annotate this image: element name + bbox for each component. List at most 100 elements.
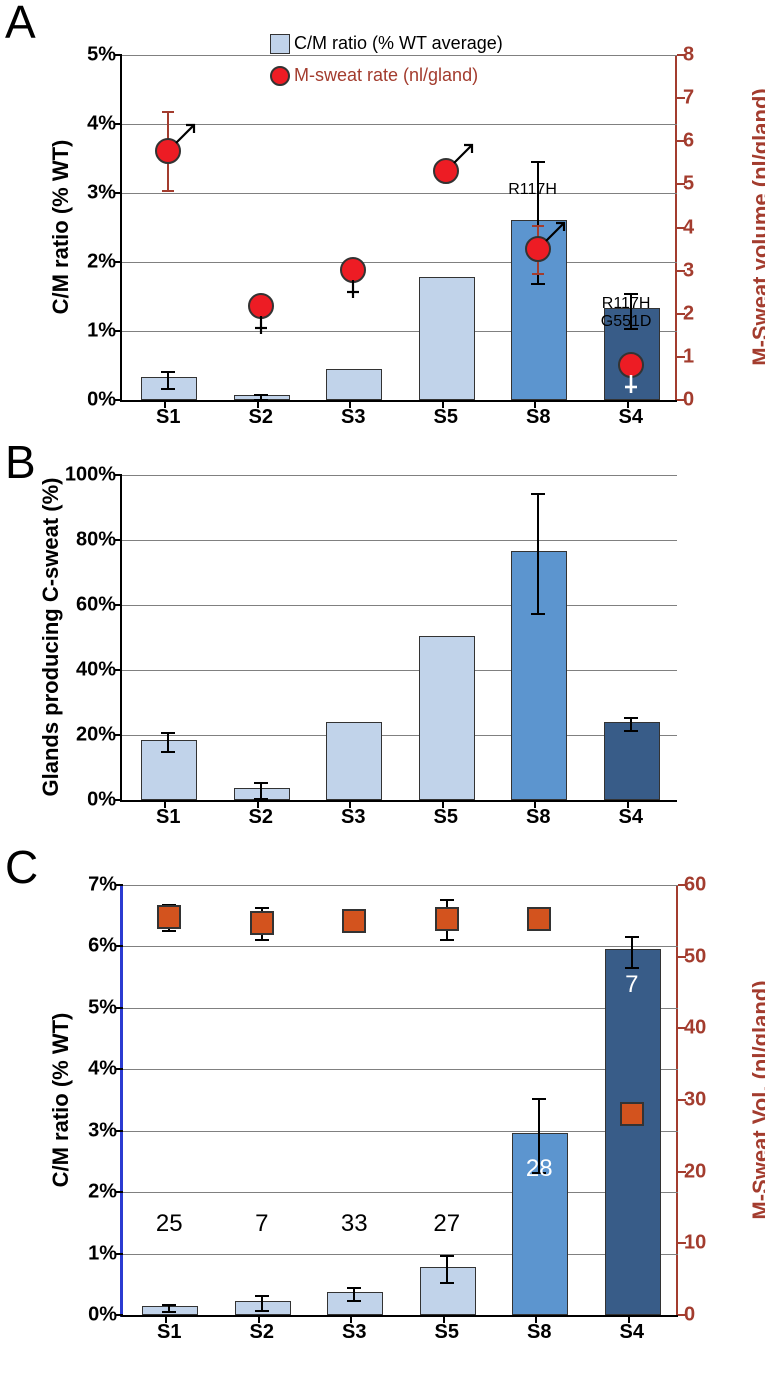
- error-cap: [162, 1304, 176, 1306]
- y2-tickmark: [677, 356, 685, 358]
- bar: [605, 949, 661, 1315]
- y2-tickmark: [678, 884, 686, 886]
- y2-tickmark: [678, 956, 686, 958]
- y2-tickmark: [677, 54, 685, 56]
- marker-error-cap: [532, 225, 544, 227]
- y-tickmark: [114, 669, 122, 671]
- x-tickmark: [349, 400, 351, 408]
- x-tickmark: [164, 400, 166, 408]
- error-cap: [255, 1310, 269, 1312]
- y-tickmark: [114, 734, 122, 736]
- gridline: [122, 605, 677, 606]
- x-tick: S8: [527, 1315, 551, 1344]
- error-cap: [531, 161, 545, 163]
- y-label-b: Glands producing C-sweat (%): [38, 477, 64, 796]
- gridline: [122, 540, 677, 541]
- n-label: 27: [433, 1210, 460, 1238]
- legend-marker-a: M-sweat rate (nl/gland): [270, 65, 478, 86]
- error-bar: [167, 732, 169, 752]
- x-tickmark: [535, 1315, 537, 1323]
- error-cap: [531, 613, 545, 615]
- x-tick: S3: [341, 800, 365, 829]
- panel-c: 0%1%2%3%4%5%6%7%0102030405060S1S2S3S5S8S…: [120, 885, 675, 1315]
- error-bar: [631, 936, 633, 967]
- plot-area-a: 0%1%2%3%4%5%012345678S1S2S3S5S8S4R117HR1…: [120, 55, 677, 402]
- error-cap: [440, 1255, 454, 1257]
- x-tick: S4: [619, 800, 643, 829]
- marker-error-cap: [440, 939, 454, 941]
- legend-swatch-bar: [270, 34, 290, 54]
- x-tickmark: [443, 1315, 445, 1323]
- error-cap: [531, 493, 545, 495]
- y-tickmark: [114, 261, 122, 263]
- y2-tickmark: [677, 313, 685, 315]
- y-tickmark: [114, 604, 122, 606]
- y-tickmark: [115, 1253, 123, 1255]
- y2-tickmark: [678, 1242, 686, 1244]
- x-tick: S2: [249, 400, 273, 429]
- y-tickmark: [114, 799, 122, 801]
- y2-tickmark: [678, 1171, 686, 1173]
- panel-b: 0%20%40%60%80%100%S1S2S3S5S8S4 Glands pr…: [120, 475, 675, 800]
- gridline: [123, 1131, 678, 1132]
- y-tickmark: [114, 539, 122, 541]
- error-cap: [532, 1098, 546, 1100]
- y2-label-c: M-Sweat Vol. (nl/gland): [748, 980, 765, 1219]
- panel-label-c: C: [5, 840, 38, 894]
- y2-tickmark: [677, 183, 685, 185]
- x-tickmark: [350, 1315, 352, 1323]
- n-label: 28: [526, 1155, 553, 1183]
- y-tickmark: [115, 1068, 123, 1070]
- x-tickmark: [165, 1315, 167, 1323]
- y2-tickmark: [677, 227, 685, 229]
- bar: [419, 636, 475, 801]
- y-label-a: C/M ratio (% WT): [48, 140, 74, 315]
- gridline: [122, 670, 677, 671]
- error-cap: [254, 798, 268, 800]
- x-tickmark: [627, 800, 629, 808]
- error-cap: [255, 1295, 269, 1297]
- marker-error-cap: [162, 111, 174, 113]
- error-cap: [254, 782, 268, 784]
- x-tickmark: [627, 400, 629, 408]
- y-tickmark: [114, 192, 122, 194]
- n-label: 33: [341, 1210, 368, 1238]
- x-tickmark: [442, 800, 444, 808]
- x-tick: S8: [526, 400, 550, 429]
- figure: A B C 0%1%2%3%4%5%012345678S1S2S3S5S8S4R…: [0, 0, 765, 1381]
- error-cap: [440, 1282, 454, 1284]
- y-tickmark: [114, 123, 122, 125]
- error-bar: [261, 1295, 263, 1310]
- gridline: [122, 55, 677, 56]
- x-tick: S3: [342, 1315, 366, 1344]
- error-bar: [260, 782, 262, 798]
- n-label: 7: [255, 1210, 268, 1238]
- error-bar: [537, 493, 539, 613]
- gridline: [122, 735, 677, 736]
- y-tickmark: [115, 1007, 123, 1009]
- bar: [326, 722, 382, 800]
- x-tick: S1: [157, 1315, 181, 1344]
- y2-tickmark: [677, 97, 685, 99]
- y-tickmark: [115, 1314, 123, 1316]
- bar: [604, 722, 660, 800]
- x-tick: S3: [341, 400, 365, 429]
- y-tickmark: [114, 54, 122, 56]
- legend-bar-text: C/M ratio (% WT average): [294, 33, 503, 53]
- x-tickmark: [628, 1315, 630, 1323]
- panel-a: 0%1%2%3%4%5%012345678S1S2S3S5S8S4R117HR1…: [120, 55, 675, 400]
- gridline: [123, 1254, 678, 1255]
- y-tickmark: [115, 1130, 123, 1132]
- error-cap: [254, 394, 268, 396]
- plot-area-b: 0%20%40%60%80%100%S1S2S3S5S8S4: [120, 475, 677, 802]
- legend-swatch-marker: [270, 66, 290, 86]
- marker-error-cap: [162, 930, 176, 932]
- gridline: [123, 885, 678, 886]
- y-tickmark: [114, 330, 122, 332]
- x-tickmark: [349, 800, 351, 808]
- plot-area-c: 0%1%2%3%4%5%6%7%0102030405060S1S2S3S5S8S…: [120, 885, 678, 1317]
- gridline: [123, 1069, 678, 1070]
- marker-square: [157, 905, 181, 929]
- error-cap: [625, 967, 639, 969]
- marker-error-cap: [162, 190, 174, 192]
